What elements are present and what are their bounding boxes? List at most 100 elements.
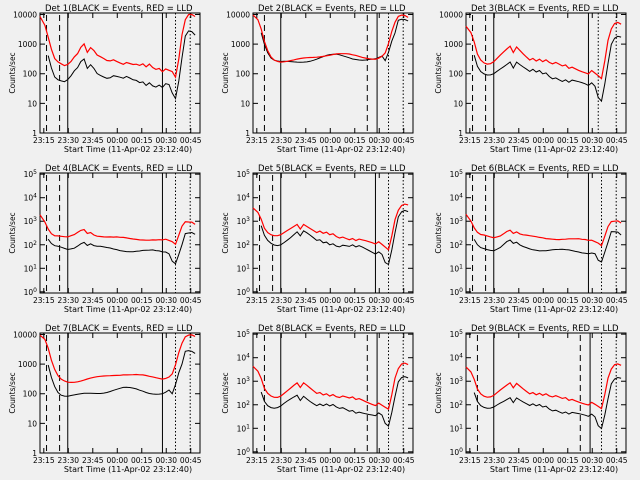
x-axis-label: Start Time (11-Apr-02 23:12:40) [277,305,405,314]
events-series-line [260,209,409,266]
x-tick-label: 00:45 [606,456,628,465]
x-tick-label: 23:15 [33,136,55,145]
panel-title: Det 7(BLACK = Events, RED = LLD [45,324,193,334]
y-tick-label: 100 [23,390,38,399]
x-tick-label: 23:45 [82,456,104,465]
x-axis-label: Start Time (11-Apr-02 23:12:40) [277,145,405,154]
y-tick-label: 105 [24,169,38,179]
y-tick-label: 101 [237,423,251,433]
y-axis-label: Counts/sec [8,372,17,413]
y-tick-label: 1000 [18,360,37,369]
y-tick-label: 10 [240,99,250,108]
y-tick-label: 101 [450,263,464,273]
x-tick-label: 23:30 [270,136,292,145]
x-axis-label: Start Time (11-Apr-02 23:12:40) [490,305,618,314]
x-tick-label: 00:15 [557,296,579,305]
panel-title: Det 1(BLACK = Events, RED = LLD [45,4,193,14]
plot-frame [465,172,627,294]
y-tick-label: 102 [450,240,464,250]
x-tick-label: 23:15 [459,456,481,465]
panel-6: Det 6(BLACK = Events, RED = LLD 100 101 102… [434,164,628,314]
y-tick-label: 10000 [13,10,37,19]
y-tick-label: 103 [450,216,464,226]
x-tick-label: 23:30 [270,456,292,465]
x-tick-label: 23:30 [483,136,505,145]
x-tick-label: 23:30 [270,296,292,305]
panel-title: Det 8(BLACK = Events, RED = LLD [258,324,406,334]
x-tick-label: 00:45 [180,456,202,465]
panel-title: Det 2(BLACK = Events, RED = LLD [258,4,406,14]
panel-3: Det 3(BLACK = Events, RED = LLD 1 10 100 100… [434,4,628,154]
y-tick-label: 10000 [13,330,37,339]
y-tick-label: 10000 [439,10,463,19]
x-tick-label: 23:45 [295,456,317,465]
x-tick-label: 00:00 [319,456,341,465]
x-tick-label: 23:45 [508,456,530,465]
plot-frame [465,12,627,134]
y-tick-label: 100 [23,70,38,79]
y-tick-label: 103 [237,216,251,226]
x-tick-label: 23:15 [33,456,55,465]
x-tick-label: 23:30 [57,136,79,145]
x-axis-label: Start Time (11-Apr-02 23:12:40) [490,465,618,474]
y-tick-label: 100 [449,70,464,79]
x-tick-label: 23:45 [82,136,104,145]
x-tick-label: 00:00 [106,136,128,145]
y-axis-label: Counts/sec [8,52,17,93]
x-tick-label: 23:30 [483,296,505,305]
x-tick-label: 00:00 [319,296,341,305]
y-tick-label: 101 [24,263,38,273]
lld-series-line [39,214,196,246]
x-tick-label: 00:30 [155,456,177,465]
x-tick-label: 00:15 [131,136,153,145]
x-tick-label: 23:45 [82,296,104,305]
y-tick-label: 1 [458,129,463,138]
y-tick-label: 105 [450,329,464,339]
lld-series-line [39,13,196,79]
y-tick-label: 10 [27,419,37,428]
panel-title: Det 6(BLACK = Events, RED = LLD [471,164,619,174]
y-tick-label: 104 [237,353,251,363]
x-tick-label: 00:45 [393,296,415,305]
x-tick-label: 00:00 [319,136,341,145]
y-tick-label: 10 [453,99,463,108]
y-tick-label: 103 [450,376,464,386]
x-tick-label: 23:15 [459,296,481,305]
y-axis-label: Counts/sec [221,372,230,413]
y-tick-label: 10 [27,99,37,108]
y-tick-label: 103 [237,376,251,386]
events-series-line [260,18,409,63]
y-tick-label: 100 [450,287,464,297]
events-series-line [473,231,622,263]
panel-4: Det 4(BLACK = Events, RED = LLD 100 101 102… [8,164,202,314]
panel-title: Det 9(BLACK = Events, RED = LLD [471,324,619,334]
panel-title: Det 3(BLACK = Events, RED = LLD [471,4,619,14]
x-axis-label: Start Time (11-Apr-02 23:12:40) [277,465,405,474]
x-axis-label: Start Time (11-Apr-02 23:12:40) [64,465,192,474]
x-axis-label: Start Time (11-Apr-02 23:12:40) [490,145,618,154]
x-tick-label: 23:15 [246,456,268,465]
lld-series-line [252,14,409,63]
lld-series-line [252,203,409,251]
events-series-line [473,376,622,430]
x-tick-label: 00:00 [532,136,554,145]
x-tick-label: 00:45 [393,136,415,145]
y-tick-label: 100 [236,70,251,79]
events-series-line [260,376,409,427]
lld-series-line [39,334,196,384]
x-tick-label: 23:30 [57,296,79,305]
x-tick-label: 00:45 [606,136,628,145]
events-series-line [47,231,196,265]
lld-series-line [465,21,622,80]
x-tick-label: 00:30 [368,456,390,465]
y-tick-label: 102 [237,400,251,410]
y-axis-label: Counts/sec [434,52,443,93]
plot-frame [252,332,414,454]
y-axis-label: Counts/sec [8,212,17,253]
lld-series-line [252,362,409,411]
x-tick-label: 00:00 [532,456,554,465]
y-tick-label: 103 [24,216,38,226]
x-tick-label: 00:30 [368,296,390,305]
panel-7: Det 7(BLACK = Events, RED = LLD 1 10 100 100… [8,324,202,474]
